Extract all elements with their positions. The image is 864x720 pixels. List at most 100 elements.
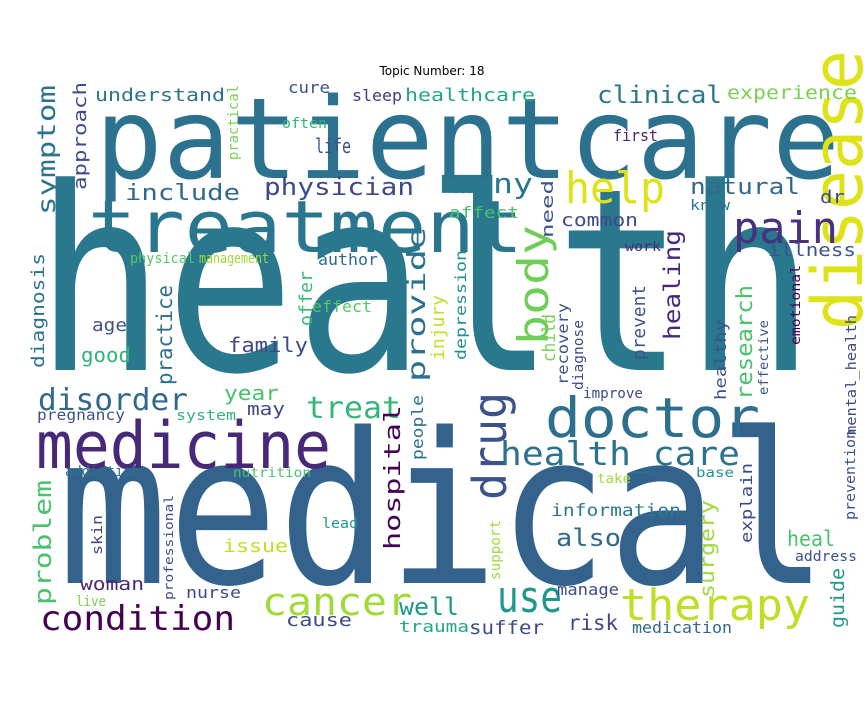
word-mental-health: mental_health: [844, 315, 860, 435]
word-recovery: recovery: [554, 303, 572, 385]
word-trauma: trauma: [399, 617, 469, 636]
word-prevention: prevention: [843, 430, 859, 520]
word-prevent: prevent: [629, 285, 650, 360]
word-symptom: symptom: [32, 85, 61, 215]
word-suffer: suffer: [469, 617, 544, 639]
word-well: well: [399, 593, 459, 621]
word-heal: heal: [787, 527, 835, 551]
word-often: often: [282, 116, 327, 132]
word-live: live: [76, 594, 106, 610]
word-include: include: [125, 181, 240, 206]
word-approach: approach: [70, 82, 91, 190]
word-treat: treat: [306, 391, 401, 426]
word-address: address: [795, 549, 857, 565]
word-hospital: hospital: [381, 405, 406, 550]
word-illness: illness: [768, 240, 856, 261]
word-patientcare: patientcare: [95, 75, 840, 205]
word-research: research: [733, 285, 758, 400]
word-support: support: [488, 520, 504, 580]
word-people: people: [408, 395, 427, 460]
word-clinical: clinical: [597, 81, 722, 109]
word-practice: practice: [153, 285, 177, 385]
word-management: management: [199, 251, 269, 267]
word-professional: professional: [162, 495, 176, 600]
word-health-care: health_care: [500, 434, 740, 474]
word-use: use: [497, 572, 562, 623]
word-problem: problem: [29, 480, 57, 605]
word-medication: medication: [632, 618, 732, 637]
word-good: good: [81, 343, 131, 367]
word-understand: understand: [95, 85, 225, 106]
word-medical: medical: [58, 388, 828, 633]
word-author: author: [318, 250, 378, 269]
word-nurse: nurse: [186, 583, 241, 602]
word-year: year: [224, 381, 279, 405]
chart-title: Topic Number: 18: [379, 64, 485, 78]
word-body: body: [509, 225, 558, 345]
word-guide: guide: [827, 568, 849, 628]
word-diagnose: diagnose: [571, 320, 587, 390]
word-manage: manage: [557, 580, 619, 599]
word-many: many: [453, 167, 533, 200]
word-affect: affect: [449, 203, 519, 222]
word-provide: provide: [402, 227, 431, 382]
word-healthy: healthy: [711, 320, 730, 400]
word-also: also: [556, 524, 621, 552]
word-child: child: [539, 314, 560, 362]
word-physician: physician: [264, 173, 414, 201]
word-information: information: [551, 501, 681, 521]
word-effect: effect: [312, 297, 372, 316]
word-base: base: [696, 466, 734, 481]
word-pain: pain: [733, 203, 838, 254]
word-emotional: emotional: [789, 265, 804, 345]
word-sleep: sleep: [352, 86, 402, 105]
word-woman: woman: [80, 574, 144, 595]
word-offer: offer: [296, 271, 317, 326]
word-skin: skin: [90, 515, 106, 555]
word-help: help: [565, 163, 665, 214]
word-work: work: [625, 240, 661, 255]
word-healing: healing: [660, 230, 686, 340]
word-experience: experience: [727, 82, 857, 104]
word-risk: risk: [568, 611, 618, 635]
word-drug: drug: [463, 392, 517, 500]
word-disorder: disorder: [38, 383, 188, 418]
word-first: first: [613, 126, 658, 145]
word-common: common: [561, 210, 638, 231]
word-take: take: [597, 472, 631, 487]
word-cure: cure: [288, 78, 330, 97]
word-diagnosis: diagnosis: [28, 253, 49, 368]
word-natural: natural: [690, 175, 800, 200]
word-need: need: [538, 180, 557, 238]
word-health: health: [35, 134, 815, 431]
word-therapy: therapy: [620, 580, 810, 631]
word-system: system: [176, 408, 236, 424]
word-issue: issue: [223, 536, 288, 557]
word-addiction: addiction: [65, 464, 140, 480]
word-doctor: doctor: [545, 386, 760, 450]
word-cancer: cancer: [262, 580, 412, 624]
word-physical: physical: [130, 251, 195, 267]
word-surgery: surgery: [695, 500, 719, 598]
word-practical: practical: [226, 85, 242, 160]
word-effective: effective: [757, 320, 772, 395]
word-know: know: [690, 198, 731, 214]
word-dr: dr: [820, 187, 845, 208]
word-medicine: medicine: [36, 409, 331, 484]
word-pregnancy: pregnancy: [37, 406, 125, 424]
word-nutrition: nutrition: [233, 466, 311, 481]
word-cause: cause: [286, 610, 352, 631]
word-disease: disease: [797, 50, 864, 330]
word-depression: depression: [452, 250, 470, 360]
word-healthcare: healthcare: [405, 85, 535, 106]
word-age: age: [92, 315, 127, 336]
word-life: life: [315, 134, 351, 158]
word-injury: injury: [428, 295, 449, 360]
word-may: may: [247, 399, 285, 420]
word-improve: improve: [583, 386, 643, 402]
word-treatment: treatment: [88, 185, 523, 269]
word-condition: condition: [40, 599, 235, 639]
word-lead: lead: [322, 516, 358, 532]
word-explain: explain: [737, 463, 756, 543]
